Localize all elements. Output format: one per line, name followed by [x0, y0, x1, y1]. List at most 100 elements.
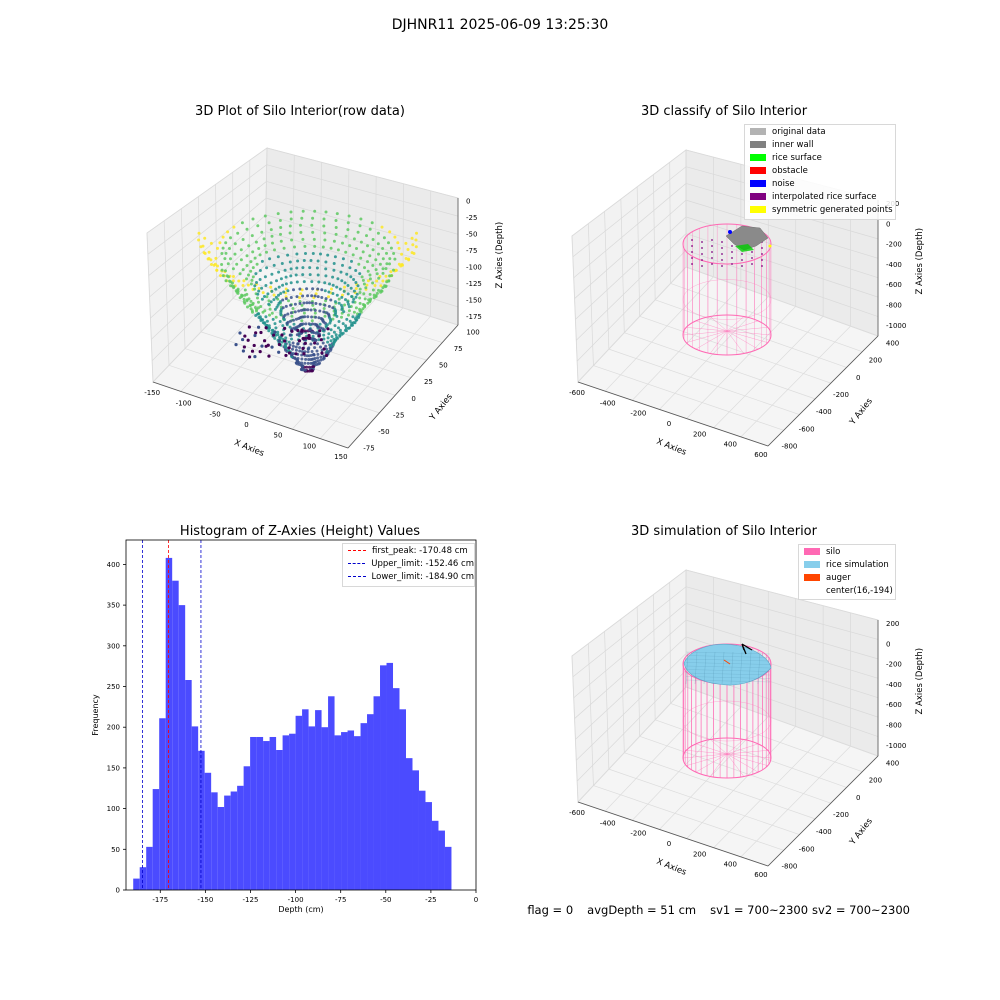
classify-interpolated-point: [701, 247, 703, 249]
raw-data-point: [286, 253, 290, 257]
raw-data-point: [224, 269, 227, 273]
raw-z-tick-label: -75: [466, 247, 477, 255]
histogram-bar: [211, 792, 218, 890]
raw-data-point: [272, 298, 276, 302]
histogram-legend: first_peak: -170.48 cm Upper_limit: -152.…: [342, 543, 475, 587]
raw-data-point: [352, 278, 356, 281]
raw-data-point: [358, 309, 362, 313]
classify-z-tick-label: -800: [886, 302, 902, 310]
sim-z-tick-label: -1000: [886, 742, 906, 750]
classify-interpolated-point: [721, 241, 723, 243]
raw-data-point: [376, 231, 380, 235]
raw-data-point: [203, 236, 207, 240]
raw-x-tick-label: -100: [176, 400, 192, 408]
raw-data-point: [305, 354, 309, 358]
raw-y-tick-label: -75: [363, 445, 374, 453]
histogram-bar: [418, 790, 426, 890]
classify-grid: [573, 183, 687, 278]
raw-data-point: [362, 303, 366, 307]
classify-silo-bottom-spoke: [682, 330, 728, 336]
raw-data-point: [334, 226, 338, 229]
raw-z-tick-label: -50: [466, 230, 477, 238]
raw-data-point: [319, 252, 322, 256]
sim-z-tick-label: -200: [886, 661, 902, 669]
sim-silo-bottom-spoke: [695, 743, 728, 755]
sim-rice-mesh-line: [685, 655, 771, 658]
raw-data-point: [287, 349, 290, 352]
simulation-legend-swatch: [804, 561, 820, 568]
raw-data-point: [306, 315, 310, 319]
raw-grid: [180, 273, 293, 392]
raw-data-point: [301, 367, 305, 371]
sim-grid: [685, 569, 879, 621]
raw-data-point: [251, 275, 255, 279]
raw-data-point: [347, 214, 351, 218]
raw-data-point: [365, 283, 369, 287]
raw-data-point: [243, 334, 247, 338]
histogram-bar: [191, 726, 199, 890]
sim-grid: [632, 706, 742, 821]
figure-title: DJHNR11 2025-06-09 13:25:30: [391, 17, 609, 33]
histogram-bar: [230, 791, 238, 890]
sim-rice-mesh-line: [685, 665, 771, 669]
raw-data-point: [218, 241, 222, 245]
raw-data-point: [241, 284, 245, 287]
histogram-bar: [224, 795, 231, 890]
classify-grid: [655, 299, 847, 368]
histogram-legend-item: Upper_limit: -152.46 cm: [343, 557, 474, 570]
raw-data-point: [267, 354, 271, 358]
raw-data-point: [337, 297, 341, 301]
raw-data-point: [344, 326, 348, 330]
classify-grid: [587, 223, 594, 366]
classify-grid: [577, 266, 687, 383]
histogram-x-tick-label: -150: [197, 896, 213, 904]
raw-data-point: [313, 346, 317, 350]
raw-data-point: [301, 273, 305, 277]
raw-data-point: [282, 290, 286, 294]
raw-data-point: [310, 301, 314, 305]
raw-data-point: [381, 267, 385, 271]
classify-x-axis-line: [577, 381, 769, 447]
classify-legend-swatch: [750, 180, 766, 187]
raw-data-point: [288, 231, 292, 235]
raw-data-point: [352, 297, 356, 301]
histogram-x-tick-label: -75: [335, 896, 346, 904]
simulation-legend-swatch: [804, 587, 820, 594]
raw-data-point: [264, 315, 268, 319]
raw-data-point: [363, 266, 366, 270]
raw-data-point: [229, 257, 232, 261]
raw-data-point: [377, 252, 380, 256]
raw-data-point: [322, 310, 326, 314]
raw-z-tick-label: 0: [466, 197, 470, 205]
sim-grid: [713, 736, 824, 848]
sim-y-tick-label: -800: [781, 863, 797, 871]
raw-data-point: [358, 272, 362, 276]
raw-data-point: [254, 240, 258, 244]
classify-grid: [576, 250, 687, 362]
raw-data-point: [232, 286, 236, 290]
raw-data-point: [282, 246, 286, 250]
raw-data-point: [253, 333, 257, 338]
raw-data-point: [278, 336, 282, 340]
raw-data-point: [381, 257, 385, 261]
raw-data-point: [300, 319, 304, 323]
raw-data-point: [273, 336, 277, 340]
raw-data-point: [300, 350, 304, 353]
raw-data-point: [309, 259, 313, 262]
raw-data-point: [245, 264, 249, 267]
raw-data-point: [410, 251, 414, 255]
raw-data-point: [392, 268, 395, 272]
histogram-bar: [198, 750, 205, 890]
raw-data-point: [388, 262, 391, 266]
raw-x-tick-label: 150: [334, 453, 347, 461]
classify-interpolated-point: [711, 257, 713, 259]
raw-data-point: [414, 245, 418, 249]
raw-data-point: [338, 287, 342, 291]
raw-data-point: [302, 352, 306, 356]
raw-data-point: [308, 301, 311, 305]
raw-data-point: [306, 347, 310, 351]
classify-interpolated-point: [711, 245, 713, 247]
raw-data-point: [261, 321, 265, 325]
raw-data-point: [322, 328, 326, 332]
raw-data-point: [260, 230, 264, 234]
